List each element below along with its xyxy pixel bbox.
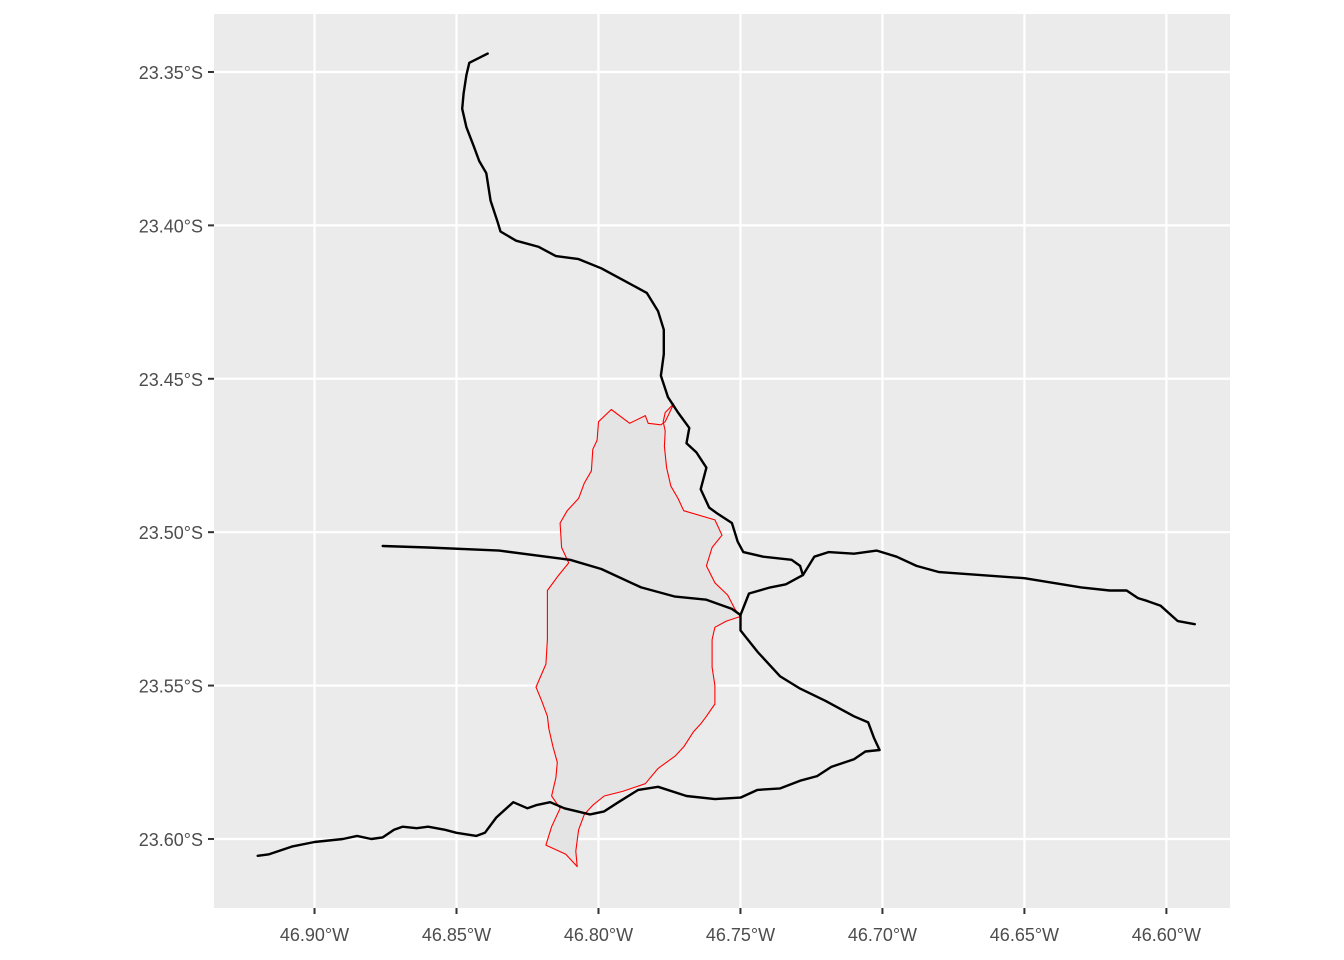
map-panel bbox=[214, 14, 1230, 908]
y-tick-label: 23.55°S bbox=[139, 677, 203, 697]
x-axis: 46.90°W 46.85°W 46.80°W 46.75°W 46.70°W 46.65… bbox=[280, 908, 1201, 945]
district-boundary bbox=[535, 403, 742, 868]
y-tick-label: 23.40°S bbox=[139, 216, 203, 236]
road-line bbox=[381, 544, 1196, 626]
y-tick-label: 23.35°S bbox=[139, 63, 203, 83]
road-network bbox=[256, 52, 1196, 857]
x-tick-label: 46.60°W bbox=[1132, 925, 1201, 945]
y-tick-label: 23.45°S bbox=[139, 370, 203, 390]
y-axis: 23.35°S 23.40°S 23.45°S 23.50°S 23.55°S 23.60… bbox=[139, 63, 214, 850]
x-tick-label: 46.80°W bbox=[564, 925, 633, 945]
x-tick-label: 46.70°W bbox=[848, 925, 917, 945]
x-tick-label: 46.85°W bbox=[422, 925, 491, 945]
x-tick-label: 46.90°W bbox=[280, 925, 349, 945]
y-tick-label: 23.50°S bbox=[139, 523, 203, 543]
x-tick-label: 46.75°W bbox=[706, 925, 775, 945]
graticule bbox=[214, 14, 1230, 908]
road-line bbox=[256, 613, 881, 857]
road-line bbox=[461, 52, 805, 577]
x-tick-label: 46.65°W bbox=[990, 925, 1059, 945]
y-tick-label: 23.60°S bbox=[139, 830, 203, 850]
